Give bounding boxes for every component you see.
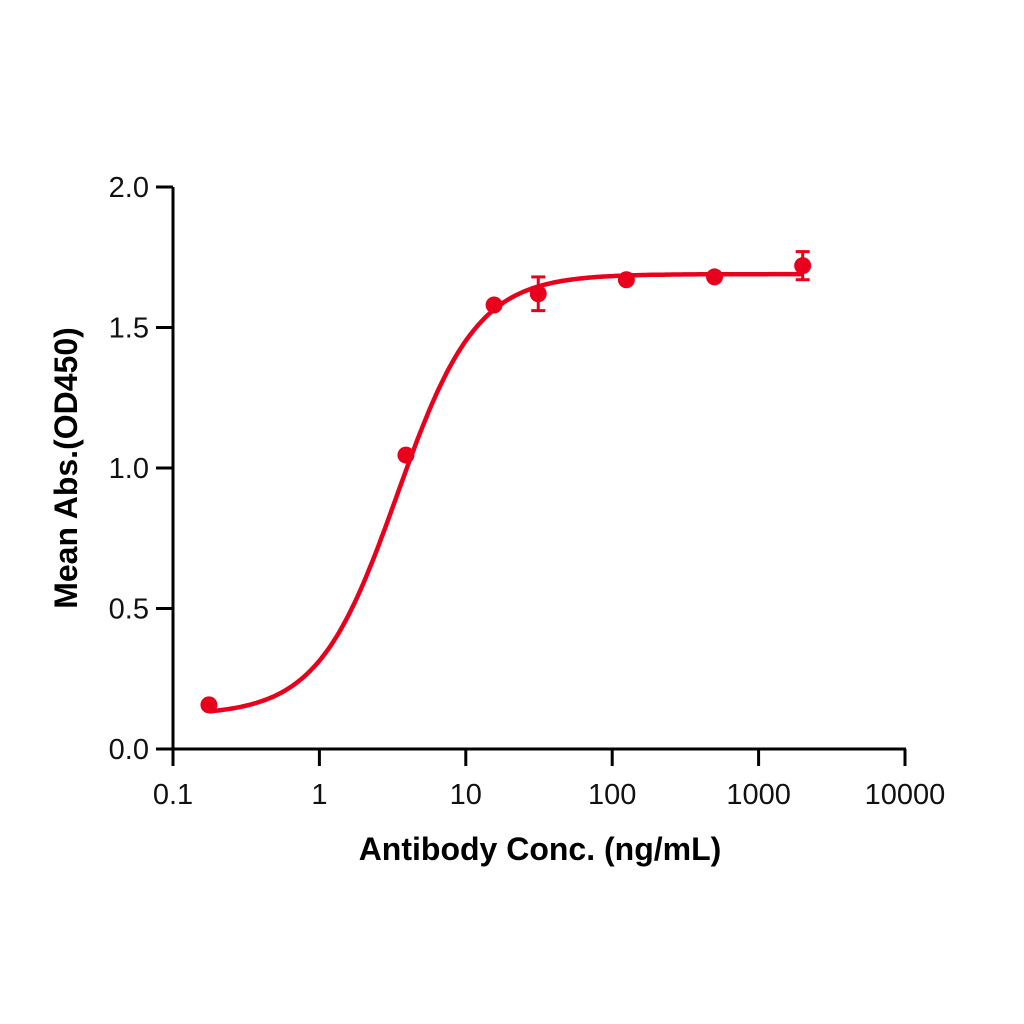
data-point [617,271,635,289]
x-tick-label: 1 [311,779,327,811]
x-tick-label: 1000 [726,779,791,811]
data-point [706,268,724,286]
y-axis-title: Mean Abs.(OD450) [48,327,84,609]
x-tick-label: 0.1 [153,779,193,811]
data-point [485,296,503,314]
x-tick-label: 10000 [865,779,946,811]
y-tick-label: 1.0 [109,453,149,485]
y-tick-label: 0.5 [109,594,149,626]
y-tick-label: 0.0 [109,734,149,766]
axes: 0.0 0.5 1.0 1.5 2.0 0.1 1 10 100 1000 10000 [109,172,946,811]
fit-curve [208,271,803,714]
x-tick-label: 100 [588,779,636,811]
x-tick-label: 10 [450,779,482,811]
axis-labels: Antibody Conc. (ng/mL) Mean Abs.(OD450) [48,327,721,867]
data-point [397,446,415,464]
data-point [529,285,547,303]
x-axis-title: Antibody Conc. (ng/mL) [359,831,722,867]
y-tick-label: 2.0 [109,172,149,204]
data-points [200,250,812,714]
y-tick-label: 1.5 [109,313,149,345]
data-point [200,696,218,714]
fit-curve-line [208,271,803,714]
data-point [794,257,812,275]
